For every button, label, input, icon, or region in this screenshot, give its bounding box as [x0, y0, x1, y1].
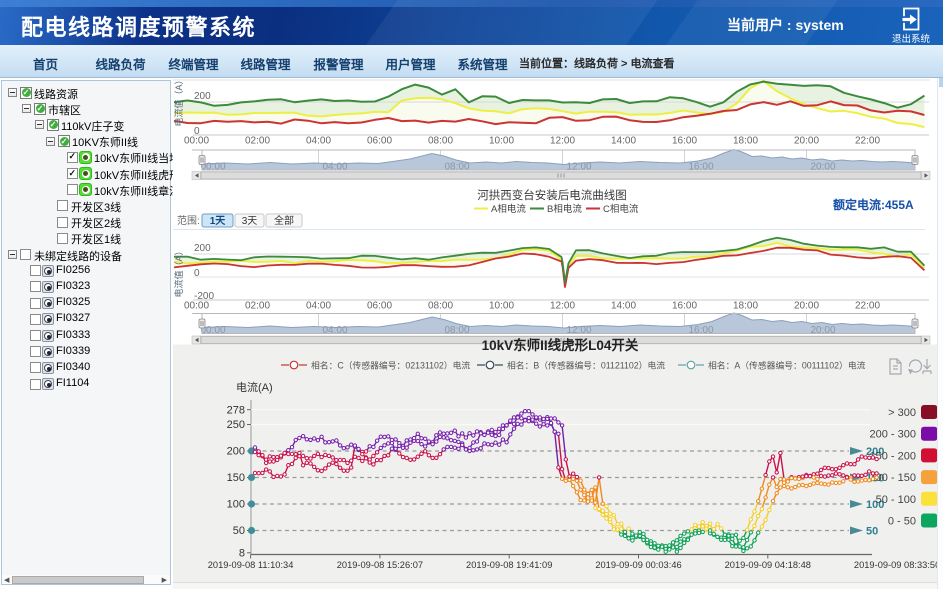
svg-text:C相电流: C相电流	[603, 203, 639, 215]
svg-text:278: 278	[227, 404, 245, 416]
svg-text:00:00: 00:00	[201, 162, 226, 173]
svg-text:150: 150	[227, 472, 245, 484]
svg-text:08:00: 08:00	[428, 301, 453, 312]
svg-text:20:00: 20:00	[811, 162, 836, 173]
svg-text:06:00: 06:00	[367, 301, 392, 312]
svg-text:00:00: 00:00	[184, 136, 209, 147]
svg-text:2019-09-08 15:26:07: 2019-09-08 15:26:07	[337, 560, 423, 570]
svg-text:16:00: 16:00	[672, 136, 697, 147]
svg-text:全部: 全部	[274, 214, 294, 227]
svg-text:2019-09-08 11:10:34: 2019-09-08 11:10:34	[208, 560, 294, 570]
svg-text:电流(A): 电流(A)	[236, 380, 273, 394]
svg-text:2019-09-09 00:03:46: 2019-09-09 00:03:46	[595, 560, 681, 570]
svg-text:100: 100	[866, 499, 884, 511]
svg-text:04:00: 04:00	[323, 162, 348, 173]
svg-text:08:00: 08:00	[428, 136, 453, 147]
svg-text:100: 100	[227, 499, 245, 511]
svg-text:额定电流:455A: 额定电流:455A	[833, 197, 914, 212]
svg-text:150 - 200: 150 - 200	[870, 450, 916, 462]
svg-text:04:00: 04:00	[306, 301, 331, 312]
svg-text:B相电流: B相电流	[547, 203, 582, 215]
svg-text:200: 200	[866, 446, 884, 458]
svg-text:12:00: 12:00	[550, 301, 575, 312]
svg-text:8: 8	[239, 547, 245, 559]
svg-text:0: 0	[194, 126, 200, 137]
svg-text:20:00: 20:00	[794, 136, 819, 147]
svg-text:10kV东师II线虎形L04开关: 10kV东师II线虎形L04开关	[482, 337, 639, 353]
svg-text:50: 50	[233, 525, 245, 537]
svg-text:2019-09-08 19:41:09: 2019-09-08 19:41:09	[466, 560, 552, 570]
svg-text:50: 50	[866, 526, 878, 538]
svg-text:10:00: 10:00	[489, 301, 514, 312]
svg-text:0 - 50: 0 - 50	[888, 516, 916, 528]
svg-text:12:00: 12:00	[550, 136, 575, 147]
svg-text:12:00: 12:00	[567, 162, 592, 173]
svg-text:250: 250	[227, 419, 245, 431]
svg-text:> 300: > 300	[888, 407, 916, 419]
svg-text:0: 0	[194, 268, 200, 279]
svg-text:2019-09-09 04:18:48: 2019-09-09 04:18:48	[725, 560, 811, 570]
svg-text:相名：A（传感器编号：00111102）电流: 相名：A（传感器编号：00111102）电流	[708, 360, 866, 371]
svg-text:00:00: 00:00	[184, 301, 209, 312]
svg-text:A相电流: A相电流	[491, 203, 526, 215]
svg-text:06:00: 06:00	[367, 136, 392, 147]
svg-text:100 - 150: 100 - 150	[870, 472, 916, 484]
svg-text:50 - 100: 50 - 100	[876, 494, 916, 506]
svg-text:16:00: 16:00	[672, 301, 697, 312]
svg-text:-200: -200	[194, 291, 214, 302]
svg-text:电流值（A）: 电流值（A）	[173, 78, 184, 127]
svg-text:200: 200	[194, 243, 211, 254]
svg-text:04:00: 04:00	[323, 325, 348, 336]
svg-text:12:00: 12:00	[567, 325, 592, 336]
svg-text:范围:: 范围:	[177, 214, 200, 227]
svg-text:电流值（A）: 电流值（A）	[173, 246, 184, 297]
svg-text:河拱西变台安装后电流曲线图: 河拱西变台安装后电流曲线图	[477, 188, 627, 202]
svg-text:2019-09-09 08:33:50: 2019-09-09 08:33:50	[854, 560, 938, 570]
svg-text:08:00: 08:00	[445, 325, 470, 336]
svg-text:16:00: 16:00	[689, 325, 714, 336]
svg-text:18:00: 18:00	[733, 136, 758, 147]
svg-text:14:00: 14:00	[611, 301, 636, 312]
svg-text:10:00: 10:00	[489, 136, 514, 147]
svg-text:08:00: 08:00	[445, 162, 470, 173]
svg-text:02:00: 02:00	[245, 301, 270, 312]
svg-text:16:00: 16:00	[689, 162, 714, 173]
svg-text:04:00: 04:00	[306, 136, 331, 147]
svg-text:14:00: 14:00	[611, 136, 636, 147]
svg-text:相名：B（传感器编号：01121102）电流: 相名：B（传感器编号：01121102）电流	[507, 360, 665, 371]
svg-text:22:00: 22:00	[855, 136, 880, 147]
svg-text:20:00: 20:00	[794, 301, 819, 312]
svg-text:20:00: 20:00	[811, 325, 836, 336]
svg-text:1天: 1天	[210, 215, 227, 227]
svg-text:200 - 300: 200 - 300	[870, 429, 916, 441]
svg-text:200: 200	[194, 91, 211, 102]
svg-text:22:00: 22:00	[855, 301, 880, 312]
svg-text:18:00: 18:00	[733, 301, 758, 312]
svg-text:3天: 3天	[242, 216, 258, 227]
svg-text:00:00: 00:00	[201, 325, 226, 336]
svg-text:02:00: 02:00	[245, 136, 270, 147]
svg-text:200: 200	[227, 446, 245, 458]
svg-text:相名：C（传感器编号：02131102）电流: 相名：C（传感器编号：02131102）电流	[311, 360, 470, 371]
